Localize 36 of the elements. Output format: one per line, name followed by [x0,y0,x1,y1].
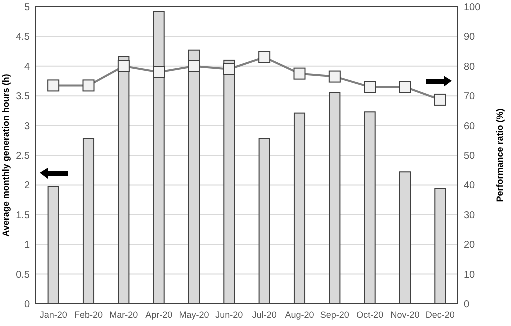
x-tick-label: Nov-20 [390,310,420,320]
y-tick-label: 2 [24,180,30,192]
y-tick-label: 4.5 [16,32,30,44]
x-tick-label: Feb-20 [74,310,104,320]
y2-tick-label: 40 [464,180,476,192]
x-tick-label: Jan-20 [40,310,68,320]
y-tick-label: 5 [24,2,30,14]
x-tick-label: Jul-20 [252,310,277,320]
x-tick-label: Mar-20 [110,310,138,320]
x-tick-label: Sep-20 [320,310,350,320]
x-tick-label: Dec-20 [426,310,455,320]
y-tick-label: 4 [24,62,30,73]
y-axis-title: Average monthly generation hours (h) [1,74,11,237]
y2-tick-label: 30 [464,210,476,222]
y2-tick-label: 100 [464,2,482,14]
y2-tick-label: 80 [464,62,476,73]
x-tick-label: Apr-20 [146,310,173,320]
y-tick-label: 1.5 [16,210,30,222]
y-tick-label: 0 [24,300,30,310]
x-tick-label: Aug-20 [285,310,314,320]
y-tick-label: 3 [24,121,30,132]
y2-axis-title: Performance ratio (%) [495,108,505,202]
x-tick-label: May-20 [179,310,210,320]
y-tick-label: 2.5 [16,151,30,162]
y-tick-label: 0.5 [16,270,30,281]
y2-tick-label: 60 [464,121,476,132]
y-tick-label: 3.5 [16,92,30,103]
x-tick-label: Jun-20 [216,310,244,320]
y2-tick-label: 70 [464,92,476,103]
y2-tick-label: 50 [464,151,476,162]
y2-tick-label: 0 [464,300,470,310]
x-tick-label: Oct-20 [356,310,384,320]
y2-tick-label: 10 [464,270,476,281]
y2-tick-label: 20 [464,240,476,252]
y-tick-label: 1 [24,240,30,252]
y2-tick-label: 90 [464,32,476,44]
